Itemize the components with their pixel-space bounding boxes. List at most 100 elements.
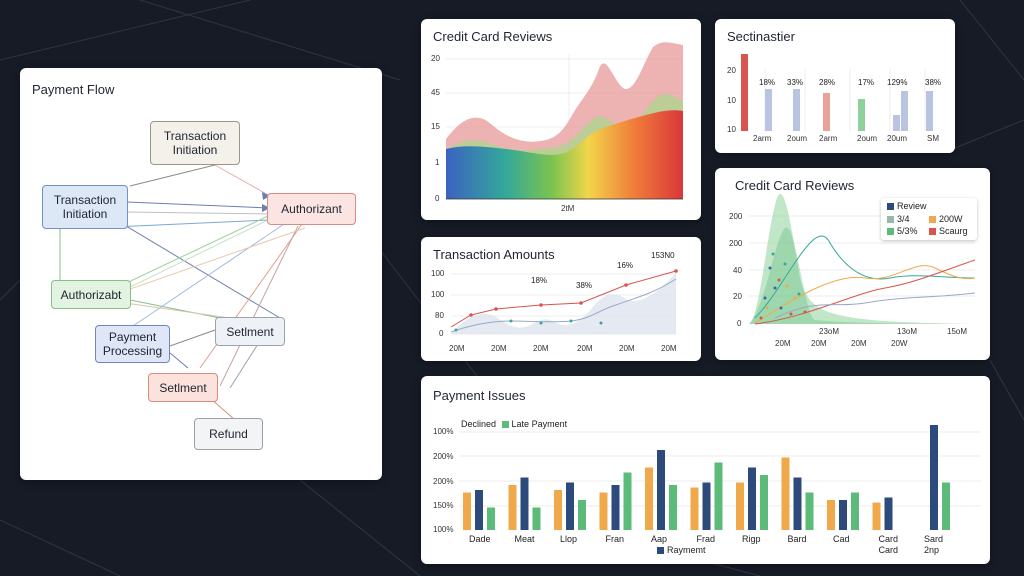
x-tick: 2np [924,545,939,555]
x-tick: 20M [851,339,867,348]
y-tick: 200 [729,212,743,221]
bar [669,485,677,530]
x-tick: 20M [491,344,507,353]
legend-swatch [887,216,894,224]
bar [872,502,881,530]
data-label: 129% [887,78,907,87]
x-tick: Meat [515,534,536,544]
legend-item: 3/4 [887,214,910,224]
bar [926,91,933,131]
legend-label: Review [897,201,927,211]
x-tick: 20W [891,339,908,348]
y-tick: 200% [433,452,453,461]
bar [748,467,756,530]
legend-item: Review [887,201,927,211]
bar [736,482,744,530]
x-tick: 20M [811,339,827,348]
sectinastier-bar-chart: 18% 33% 28% 17% 129% 38% 2arm 2oum 2arm 2oum 20um S… [727,54,941,143]
y-tick: 100% [433,525,453,534]
x-tick: 20M [533,344,549,353]
bar [508,485,517,530]
chart-title: Payment Issues [433,388,526,403]
y-tick: 0 [737,319,742,328]
annotation: 18% [531,276,547,285]
x-tick: 2arm [819,134,838,143]
y-tick: 45 [431,88,440,97]
x-tick-upper: 13oM [897,327,917,336]
credit-card-reviews-density-chart: 200 200 40 20 0 23oM 13oM 15oM 20M 20M 2… [729,194,976,348]
data-label: 28% [819,78,835,87]
data-label: 38% [925,78,941,87]
node-authorizabt[interactable]: Authorizabt [51,280,131,309]
node-setlment-right[interactable]: Setlment [215,317,285,346]
legend-label: 200W [939,214,963,224]
bar [760,475,768,530]
bar [942,482,950,530]
bar [657,450,665,530]
bar [765,89,772,131]
bar [566,482,574,530]
bar [554,490,562,530]
bar [611,485,620,530]
bar [599,492,608,530]
node-transaction-initiation-top[interactable]: Transaction Initiation [150,121,240,165]
y-tick: 10 [727,125,736,134]
legend-label-payment: Raymemt [667,545,706,555]
x-tick: 20M [775,339,791,348]
x-tick: 20M [577,344,593,353]
y-tick: 100% [433,427,453,436]
chart-title: Credit Card Reviews [735,178,855,193]
y-tick: 100 [431,290,445,299]
bar [893,115,900,131]
annotation: 153N0 [651,251,675,260]
node-setlment-lower[interactable]: Setlment [148,373,218,402]
x-tick: 20M [661,344,677,353]
bar [884,497,893,530]
y-tick: 20 [733,292,742,301]
bar [930,425,938,530]
x-tick: Card [879,534,899,544]
x-tick: 2tM [561,204,575,213]
chart-title: Credit Card Reviews [433,29,553,44]
x-tick: Dade [469,534,491,544]
bar [793,477,802,530]
node-transaction-initiation-left[interactable]: Transaction Initiation [42,185,128,229]
bar [623,472,632,530]
bar [578,500,586,530]
legend-box: Review 3/4 200W 5/3% Scaurg [881,198,977,240]
legend-item: Scaurg [929,226,968,236]
transaction-amounts-line-chart: 18% 38% 16% 153N0 100 100 80 0 20M 20M 2… [431,251,678,353]
bar [645,467,653,530]
legend-swatch [887,203,894,211]
bar [901,91,908,131]
x-tick: 2oum [857,134,877,143]
legend-swatch [887,228,894,236]
x-tick: Llop [560,534,577,544]
x-tick-upper: 23oM [819,327,839,336]
node-refund[interactable]: Refund [194,418,263,450]
y-tick: 20 [727,66,736,75]
y-tick: 10 [727,96,736,105]
annotation: 16% [617,261,633,270]
data-label: 18% [759,78,775,87]
legend-swatch-late [501,421,509,429]
node-payment-processing[interactable]: Payment Processing [95,325,170,363]
x-tick: Sard [924,534,943,544]
bar [851,492,859,530]
y-tick: 15 [431,122,440,131]
y-tick: 80 [435,311,444,320]
data-label: 17% [858,78,874,87]
legend-label: 5/3% [897,226,918,236]
x-tick: Fran [606,534,625,544]
node-authorizant[interactable]: Authorizant [267,193,356,225]
legend-label-declined: Declined [461,419,497,429]
bar [475,490,483,530]
bar [805,492,814,530]
legend-label: Scaurg [939,226,968,236]
y-tick: 20 [431,54,440,63]
legend-swatch-payment [657,547,664,555]
legend-top: Declined Late Payment [461,419,567,429]
transaction-amounts-card: Transaction Amounts 18% 38% 16% 153N0 10… [421,237,701,361]
payment-issues-card: Payment Issues Declined Late Payment Ray… [421,376,990,564]
